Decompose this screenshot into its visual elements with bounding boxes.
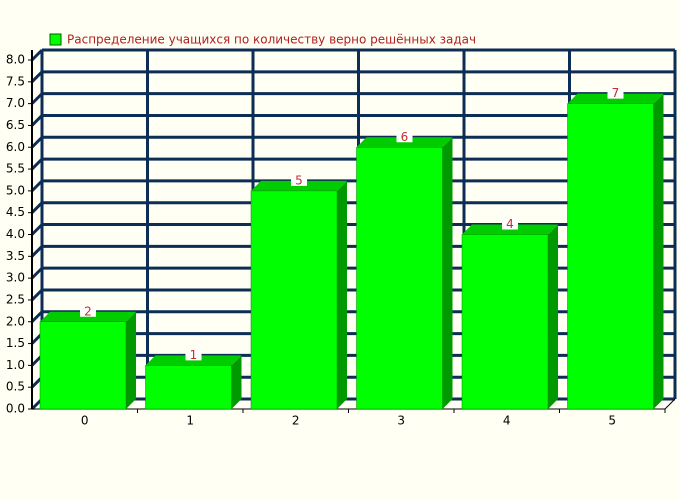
y-tick-label: 4.0	[6, 227, 25, 241]
bar-side	[337, 180, 347, 409]
y-tick-label: 7.5	[6, 74, 25, 88]
bar-side	[548, 224, 558, 409]
y-tick-label: 3.5	[6, 249, 25, 263]
x-tick-label: 0	[81, 414, 89, 428]
grid-line-depth	[30, 70, 44, 83]
value-label-bg	[502, 218, 518, 230]
bar	[250, 190, 338, 410]
y-tick-label: 2.5	[6, 292, 25, 306]
floor-edge	[664, 398, 676, 410]
grid-line-depth	[30, 223, 44, 236]
grid-line-depth	[30, 245, 44, 258]
bar	[461, 234, 549, 410]
y-tick-label: 6.0	[6, 140, 25, 154]
y-tick-label: 6.5	[6, 118, 25, 132]
bar	[356, 147, 443, 410]
grid-line-depth	[30, 267, 44, 280]
grid-line-depth	[30, 179, 44, 192]
bar	[39, 321, 127, 410]
grid-line-depth	[30, 136, 44, 149]
x-tick-label: 5	[608, 414, 616, 428]
value-label: 6	[401, 130, 409, 144]
grid-line-depth	[30, 114, 44, 127]
bar-side	[442, 137, 453, 409]
y-tick-label: 1.0	[6, 358, 25, 372]
y-tick-label: 5.0	[6, 183, 25, 197]
value-label-bg	[80, 305, 96, 317]
value-label-bg	[396, 131, 413, 143]
value-label: 5	[295, 173, 303, 187]
x-tick-label: 2	[292, 414, 300, 428]
grid-line-depth	[30, 201, 44, 214]
value-label-bg	[291, 174, 307, 186]
legend-swatch	[49, 33, 62, 46]
value-label-bg	[185, 349, 202, 361]
bar-side	[231, 355, 242, 409]
y-tick-label: 7.0	[6, 96, 25, 110]
y-tick-label: 4.5	[6, 205, 25, 219]
grid-line-depth	[30, 158, 44, 171]
grid-line-depth	[30, 92, 44, 105]
y-tick-label: 8.0	[6, 53, 25, 67]
y-tick-label: 0.5	[6, 380, 25, 394]
value-label-bg	[607, 87, 624, 99]
y-tick-label: 0.0	[6, 402, 25, 416]
x-tick-label: 1	[186, 414, 194, 428]
x-tick-label: 3	[397, 414, 405, 428]
bar	[567, 103, 654, 410]
y-tick-label: 3.0	[6, 271, 25, 285]
bar-side	[126, 311, 136, 409]
value-label: 1	[190, 348, 198, 362]
y-tick-label: 1.5	[6, 336, 25, 350]
bar	[145, 365, 232, 410]
value-label: 2	[84, 304, 92, 318]
y-tick-label: 5.5	[6, 162, 25, 176]
legend-label: Распределение учащихся по количеству вер…	[67, 33, 476, 47]
bar-side	[653, 93, 664, 409]
value-label: 7	[612, 86, 620, 100]
value-label: 4	[506, 217, 514, 231]
grid-line-depth	[30, 48, 44, 62]
y-tick-label: 2.0	[6, 314, 25, 328]
grid-line-depth	[30, 310, 44, 323]
grid-line-depth	[30, 288, 44, 301]
x-tick-label: 4	[503, 414, 511, 428]
